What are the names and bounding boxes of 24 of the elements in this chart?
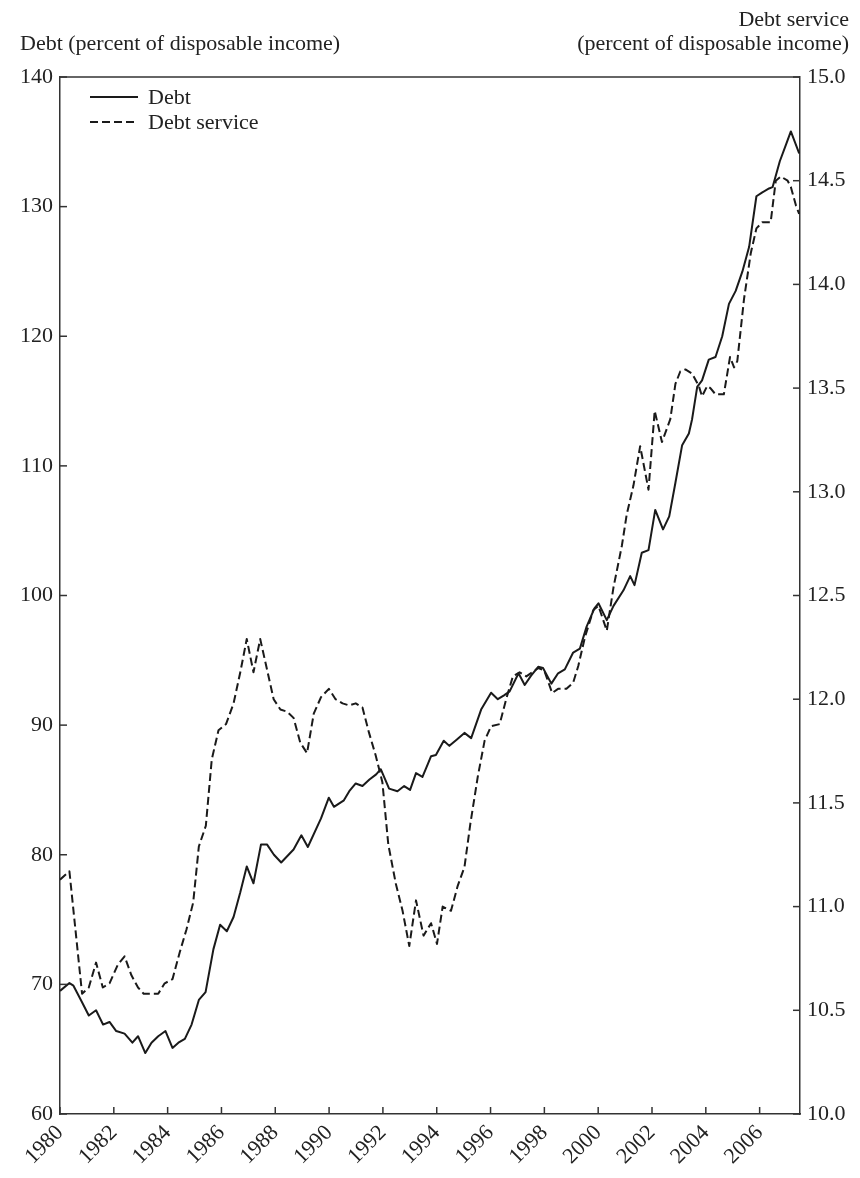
y-tick-label: 130 xyxy=(20,192,53,218)
y-tick-label: 60 xyxy=(31,1099,53,1125)
y-tick-label: 70 xyxy=(31,970,53,996)
legend-label: Debt xyxy=(148,83,191,109)
y2-tick-label: 11.5 xyxy=(807,788,845,814)
y2-tick-label: 12.0 xyxy=(807,684,846,710)
y2-axis-title: Debt service (percent of disposable income) xyxy=(577,6,849,55)
y-tick-label: 120 xyxy=(20,322,53,348)
y-tick-label: 80 xyxy=(31,840,53,866)
y2-tick-label: 14.0 xyxy=(807,270,846,296)
y2-tick-label: 15.0 xyxy=(807,62,846,88)
legend-label: Debt service xyxy=(148,108,259,134)
y-tick-label: 100 xyxy=(20,581,53,607)
y2-tick-label: 12.5 xyxy=(807,581,846,607)
y2-tick-label: 13.0 xyxy=(807,477,846,503)
y2-tick-label: 14.5 xyxy=(807,166,846,192)
y-tick-label: 110 xyxy=(20,451,53,477)
y2-tick-label: 10.0 xyxy=(807,1099,846,1125)
y-tick-label: 140 xyxy=(20,62,53,88)
y2-tick-label: 13.5 xyxy=(807,373,846,399)
y-axis-title: Debt (percent of disposable income) xyxy=(20,30,341,55)
y-tick-label: 90 xyxy=(31,710,53,736)
y2-tick-label: 11.0 xyxy=(807,892,845,918)
y2-tick-label: 10.5 xyxy=(807,996,846,1022)
